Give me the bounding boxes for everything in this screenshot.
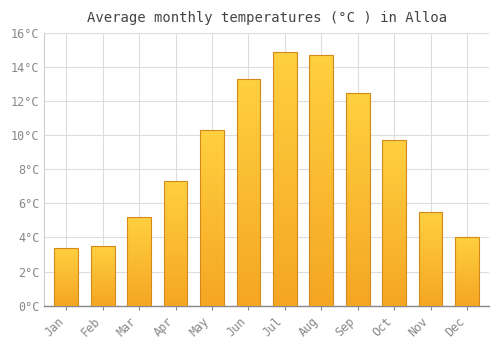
Title: Average monthly temperatures (°C ) in Alloa: Average monthly temperatures (°C ) in Al… — [86, 11, 446, 25]
